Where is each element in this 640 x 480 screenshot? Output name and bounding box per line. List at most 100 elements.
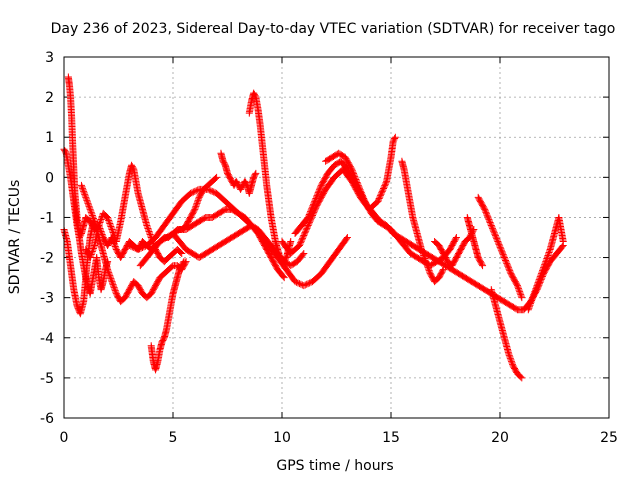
data-point [79, 186, 87, 194]
data-point [505, 350, 513, 358]
data-point [109, 281, 117, 289]
x-tick-label: 20 [491, 430, 509, 446]
data-point [301, 229, 309, 237]
data-point [314, 189, 322, 197]
data-point [293, 278, 301, 286]
data-point [88, 249, 96, 257]
data-point [391, 133, 399, 141]
data-point [525, 304, 533, 312]
data-point [530, 291, 538, 299]
x-tick-label: 5 [169, 430, 178, 446]
data-point [490, 229, 498, 237]
data-point [315, 187, 323, 195]
data-point [518, 374, 526, 382]
data-point [452, 234, 460, 241]
data-point [80, 187, 88, 195]
data-point [128, 243, 136, 251]
data-point [130, 244, 138, 252]
data-point [539, 265, 547, 273]
chart-title: Day 236 of 2023, Sidereal Day-to-day VTE… [51, 21, 616, 37]
data-point [179, 259, 187, 267]
data-point [504, 262, 512, 270]
data-point [304, 213, 312, 221]
y-axis-label: SDTVAR / TECUs [7, 180, 23, 295]
data-point [377, 190, 385, 198]
series-arc10 [217, 149, 260, 197]
data-point [539, 267, 547, 275]
data-point [354, 181, 362, 189]
data-point [541, 261, 549, 269]
data-point [180, 258, 188, 266]
data-point [513, 280, 521, 288]
data-point [537, 270, 545, 278]
y-tick-label: 3 [45, 50, 54, 66]
data-point [310, 199, 318, 207]
data-point [506, 354, 514, 362]
data-point [494, 238, 502, 246]
data-point [88, 210, 96, 218]
data-point [381, 182, 389, 190]
data-point [541, 259, 549, 267]
data-point [297, 239, 305, 247]
data-point [305, 211, 313, 219]
data-point [506, 353, 514, 361]
data-point [486, 219, 494, 227]
data-point [503, 259, 511, 267]
data-point [140, 243, 148, 251]
data-point [378, 187, 386, 195]
data-point [194, 186, 202, 194]
data-point [528, 295, 536, 303]
data-point [97, 217, 105, 225]
data-point [391, 135, 399, 143]
data-point [315, 186, 323, 194]
data-point [111, 285, 119, 293]
data-point [439, 267, 447, 275]
data-point [125, 242, 133, 250]
data-point [426, 268, 434, 276]
data-point [295, 280, 303, 288]
data-point [343, 235, 351, 243]
data-point [143, 223, 151, 231]
data-point [193, 199, 201, 207]
data-point [537, 271, 545, 279]
data-point [312, 194, 320, 202]
data-point [90, 243, 98, 251]
data-point [144, 224, 152, 232]
data-point [83, 198, 91, 206]
data-point [531, 288, 539, 296]
series-arc17 [463, 213, 487, 270]
data-point [110, 282, 118, 290]
data-point [484, 214, 492, 222]
data-point [251, 171, 259, 179]
series-arc11 [245, 89, 295, 266]
y-tick-label: -6 [40, 411, 54, 427]
data-point [88, 211, 96, 219]
data-point [89, 213, 97, 221]
data-point [532, 285, 540, 293]
data-point [311, 197, 319, 205]
data-point [112, 288, 120, 296]
data-point [535, 276, 543, 284]
data-point [534, 280, 542, 288]
y-tick-label: -1 [40, 210, 54, 226]
data-point [212, 174, 220, 182]
data-point [534, 279, 542, 287]
data-point [525, 303, 533, 311]
y-tick-label: -5 [40, 371, 54, 387]
data-point [86, 205, 94, 213]
data-point [501, 255, 509, 263]
data-point [134, 246, 142, 254]
data-point [381, 180, 389, 188]
data-point [210, 188, 218, 196]
data-point [490, 227, 498, 235]
data-point [507, 356, 515, 364]
data-point [306, 279, 314, 287]
data-point [106, 272, 114, 280]
data-point [304, 221, 312, 229]
data-point [531, 286, 539, 294]
data-point [78, 183, 86, 191]
data-point [514, 283, 522, 291]
data-point [107, 224, 115, 232]
data-point [207, 187, 215, 195]
data-point [89, 246, 97, 254]
